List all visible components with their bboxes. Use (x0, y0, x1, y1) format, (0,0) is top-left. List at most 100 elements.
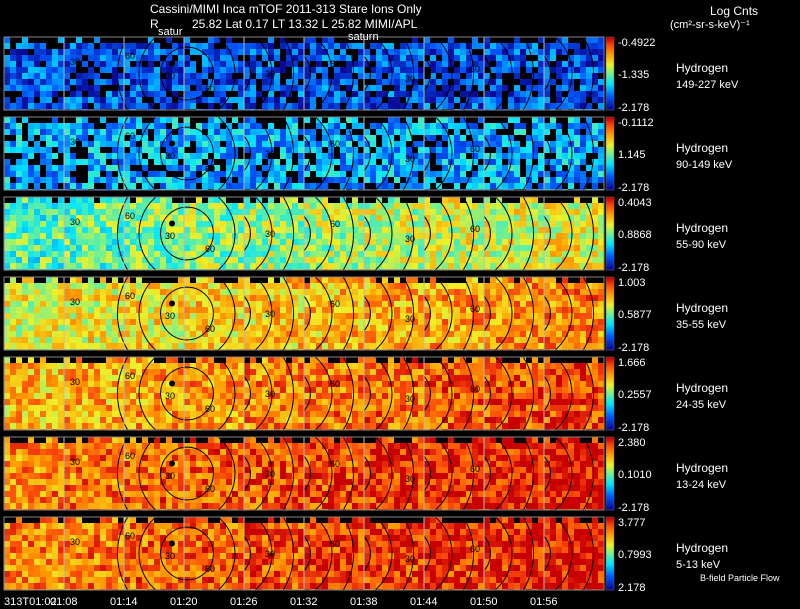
heatmap-cell (346, 147, 352, 153)
heatmap-cell (244, 245, 250, 251)
heatmap-cell (310, 263, 316, 269)
heatmap-cell (148, 233, 154, 239)
heatmap-cell (262, 257, 268, 263)
heatmap-cell (328, 73, 334, 79)
heatmap-cell (478, 227, 484, 233)
heatmap-cell (268, 177, 274, 183)
heatmap-cell (244, 325, 250, 331)
heatmap-cell (550, 257, 556, 263)
heatmap-cell (142, 183, 148, 189)
colorbar-step (606, 253, 614, 257)
heatmap-cell (562, 245, 568, 251)
heatmap-cell (118, 227, 124, 233)
heatmap-cell (52, 337, 58, 343)
heatmap-cell (454, 73, 460, 79)
heatmap-cell (340, 91, 346, 97)
heatmap-cell (46, 103, 52, 109)
heatmap-cell (154, 73, 160, 79)
heatmap-cell (118, 97, 124, 103)
heatmap-cell (76, 159, 82, 165)
heatmap-cell (562, 147, 568, 153)
heatmap-cell (562, 55, 568, 61)
heatmap-cell (550, 171, 556, 177)
heatmap-cell (34, 37, 40, 43)
heatmap-cell (82, 295, 88, 301)
heatmap-cell (310, 313, 316, 319)
heatmap-cell (448, 263, 454, 269)
heatmap-cell (166, 245, 172, 251)
heatmap-cell (142, 97, 148, 103)
heatmap-cell (442, 117, 448, 123)
heatmap-cell (484, 233, 490, 239)
heatmap-cell (352, 97, 358, 103)
heatmap-cell (508, 97, 514, 103)
heatmap-cell (598, 49, 604, 55)
heatmap-cell (352, 141, 358, 147)
heatmap-cell (100, 257, 106, 263)
heatmap-cell (124, 263, 130, 269)
heatmap-cell (454, 147, 460, 153)
heatmap-cell (16, 307, 22, 313)
heatmap-cell (148, 73, 154, 79)
heatmap-cell (124, 215, 130, 221)
heatmap-cell (538, 49, 544, 55)
heatmap-cell (532, 61, 538, 67)
heatmap-cell (514, 221, 520, 227)
heatmap-cell (322, 43, 328, 49)
heatmap-cell (508, 43, 514, 49)
contour-arc (554, 197, 573, 270)
colorbar-step (606, 171, 614, 175)
heatmap-cell (538, 239, 544, 245)
heatmap-cell (82, 177, 88, 183)
heatmap-cell (292, 183, 298, 189)
heatmap-cell (100, 227, 106, 233)
heatmap-cell (184, 301, 190, 307)
heatmap-cell (400, 177, 406, 183)
heatmap-cell (568, 251, 574, 257)
heatmap-cell (238, 209, 244, 215)
heatmap-cell (442, 123, 448, 129)
heatmap-cell (442, 183, 448, 189)
heatmap-cell (208, 123, 214, 129)
heatmap-cell (22, 277, 28, 283)
heatmap-cell (376, 251, 382, 257)
heatmap-cell (346, 319, 352, 325)
heatmap-cell (232, 61, 238, 67)
heatmap-cell (148, 313, 154, 319)
heatmap-cell (586, 129, 592, 135)
heatmap-cell (58, 141, 64, 147)
heatmap-cell (40, 319, 46, 325)
heatmap-cell (34, 165, 40, 171)
heatmap-cell (112, 153, 118, 159)
heatmap-cell (388, 183, 394, 189)
heatmap-cell (4, 239, 10, 245)
heatmap-cell (406, 153, 412, 159)
heatmap-cell (328, 227, 334, 233)
heatmap-cell (100, 67, 106, 73)
heatmap-cell (106, 289, 112, 295)
heatmap-cell (196, 117, 202, 123)
heatmap-cell (556, 73, 562, 79)
heatmap-cell (130, 85, 136, 91)
heatmap-cell (562, 221, 568, 227)
heatmap-cell (256, 165, 262, 171)
colorbar-step (606, 223, 614, 226)
heatmap-cell (304, 307, 310, 313)
heatmap-cell (406, 129, 412, 135)
heatmap-cell (316, 289, 322, 295)
heatmap-cell (550, 227, 556, 233)
heatmap-cell (64, 227, 70, 233)
heatmap-cell (154, 245, 160, 251)
heatmap-cell (592, 91, 598, 97)
heatmap-cell (280, 141, 286, 147)
heatmap-cell (430, 55, 436, 61)
heatmap-cell (280, 37, 286, 43)
heatmap-cell (298, 215, 304, 221)
heatmap-cell (238, 129, 244, 135)
heatmap-cell (496, 147, 502, 153)
heatmap-cell (418, 239, 424, 245)
heatmap-cell (484, 221, 490, 227)
heatmap-cell (478, 165, 484, 171)
heatmap-cell (136, 123, 142, 129)
heatmap-cell (112, 215, 118, 221)
